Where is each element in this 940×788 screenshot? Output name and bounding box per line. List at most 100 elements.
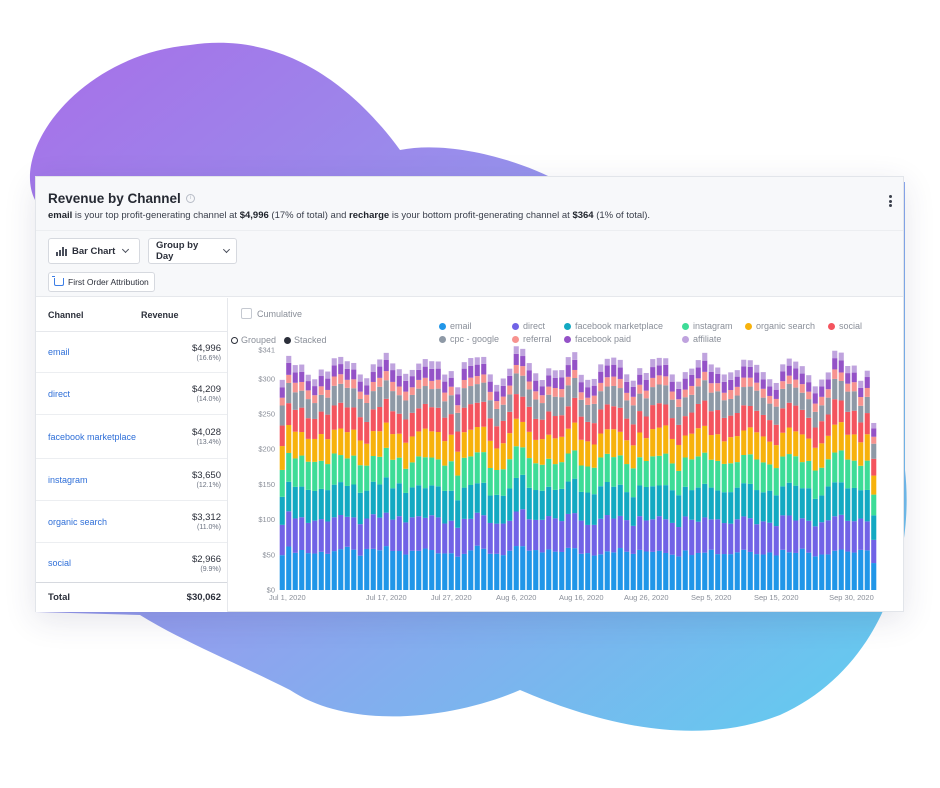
legend-item[interactable]: direct [512,321,545,331]
bar-segment [279,405,285,426]
more-options-icon[interactable] [885,193,895,209]
grouped-radio[interactable]: Grouped [231,335,276,345]
bar-segment [409,412,415,437]
bar-segment [754,390,760,411]
bar-segment [591,403,597,424]
channel-name[interactable]: facebook marketplace [48,431,137,442]
bar-segment [377,484,383,518]
bar-segment [669,418,675,439]
legend-item[interactable]: referral [512,334,552,344]
legend-item[interactable]: social [828,321,862,331]
bar-segment [708,383,714,393]
bar-segment [591,524,597,556]
bar-segment [812,386,818,394]
legend-item[interactable]: facebook marketplace [564,321,663,331]
bar-segment [409,376,415,388]
bar-segment [585,397,591,405]
bar-segment [435,459,441,487]
bar-segment [715,373,721,384]
bar-segment [520,546,526,590]
stacked-radio[interactable]: Stacked [284,335,327,345]
bar-segment [312,553,318,590]
legend-swatch [745,322,752,330]
bar-segment [500,443,506,470]
bar-segment [786,482,792,516]
bar-segment [507,433,513,460]
table-row[interactable]: instagram $3,650 (12.1%) [36,459,227,501]
bar-segment [663,453,669,486]
bar-segment [734,413,740,437]
bar-segment [494,408,500,427]
legend-item[interactable]: instagram [682,321,733,331]
bar-segment [702,483,708,518]
bar-segment [747,386,753,406]
table-row[interactable]: facebook marketplace $4,028 (13.4%) [36,415,227,459]
bar-segment [611,357,617,365]
bar-segment [409,394,415,413]
attribution-button[interactable]: First Order Attribution [48,272,155,292]
bar-segment [507,459,513,489]
channel-column-header[interactable]: Channel [48,309,84,320]
bar-segment [539,552,545,590]
channel-revenue: $4,209 [191,384,221,395]
cumulative-checkbox[interactable] [241,308,252,319]
subtitle-text-4: (1% of total). [593,210,651,221]
bar-segment [520,474,526,510]
bar-segment [650,551,656,590]
legend-label: direct [523,321,546,331]
cumulative-toggle[interactable]: Cumulative [241,308,302,319]
bar-segment [767,379,773,387]
bar-segment [656,550,662,590]
bar-segment [305,399,311,419]
bar-segment [474,452,480,484]
bar-segment [572,397,578,423]
legend-swatch [682,322,689,330]
card-subtitle: email is your top profit-generating chan… [48,210,650,221]
table-row[interactable]: email $4,996 (16.6%) [36,332,227,373]
legend-item[interactable]: organic search [745,321,815,331]
bar-segment [572,369,578,378]
bar-segment [429,361,435,369]
chart-type-dropdown[interactable]: Bar Chart [48,238,140,264]
bar-segment [747,366,753,378]
legend-item[interactable]: facebook paid [564,334,631,344]
bar-segment [708,435,714,460]
bar-segment [845,488,851,521]
table-row[interactable]: social $2,966 (9.9%) [36,543,227,583]
legend-swatch [828,322,835,330]
cart-icon [52,276,64,286]
bar-segment [487,400,493,419]
channel-name[interactable]: email [48,347,70,357]
legend-item[interactable]: email [439,321,472,331]
bar-segment [604,429,610,454]
bar-segment [403,492,409,523]
revenue-column-header[interactable]: Revenue [141,309,179,320]
bar-segment [351,362,357,370]
channel-name[interactable]: organic search [48,516,108,527]
bar-segment [689,374,695,386]
table-row[interactable]: direct $4,209 (14.0%) [36,373,227,415]
bar-segment [390,550,396,590]
table-row[interactable]: organic search $3,312 (11.0%) [36,501,227,543]
channel-name[interactable]: social [48,558,72,568]
bar-segment [650,359,656,368]
bar-segment [344,368,350,380]
bar-segment [864,550,870,590]
info-icon[interactable]: i [185,194,195,203]
bar-segment [474,376,480,385]
bar-segment [578,374,584,383]
channel-name[interactable]: direct [48,388,71,399]
bar-segment [305,418,311,439]
bar-segment [279,379,285,388]
group-by-dropdown[interactable]: Group by Day [148,238,237,264]
stacked-bar-chart[interactable]: $0 $50 $100 $150 $200 $250 $300 $341 Jul 1, 2020… [229,298,904,612]
channel-percent: (16.6%) [196,354,221,362]
legend-item[interactable]: affiliate [682,334,721,344]
channel-name[interactable]: instagram [48,474,88,485]
bar-segment [780,456,786,487]
bar-segment [422,359,428,367]
bar-segment [728,437,734,464]
bar-segment [747,405,753,428]
legend-item[interactable]: cpc - google [439,334,499,344]
bar-segment [396,386,402,396]
